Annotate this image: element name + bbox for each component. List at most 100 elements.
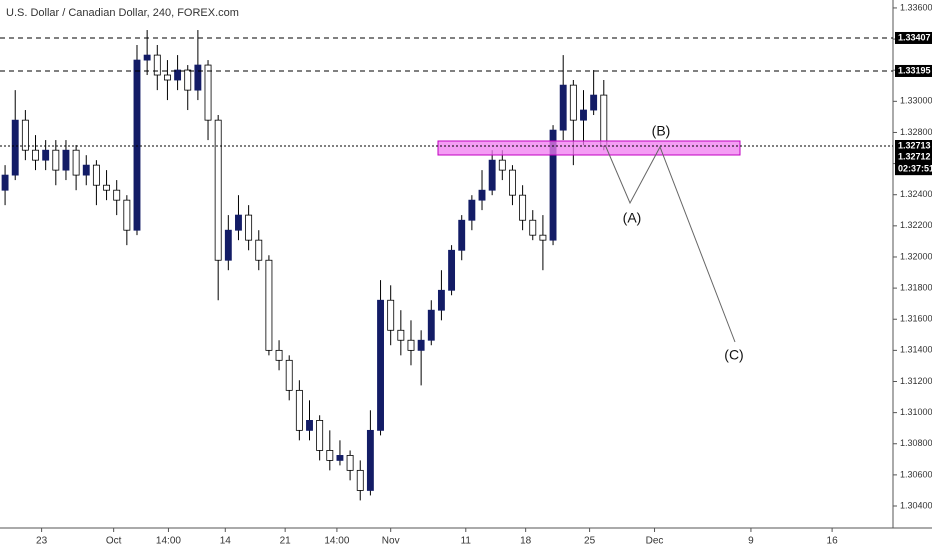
y-tick-label: 1.30400 bbox=[900, 500, 932, 510]
candle-body bbox=[336, 455, 344, 461]
last-price-label: 1.32712 bbox=[898, 152, 931, 162]
price-label: 1.33195 bbox=[898, 65, 931, 75]
candle-body bbox=[397, 329, 405, 341]
price-label-box bbox=[895, 31, 932, 44]
candle-body bbox=[559, 84, 567, 131]
candle-body bbox=[82, 164, 90, 176]
candle-body bbox=[529, 219, 537, 236]
x-tick-label: 23 bbox=[36, 536, 48, 547]
y-tick-label: 1.33600 bbox=[900, 2, 932, 12]
candle-body bbox=[52, 149, 60, 171]
y-tick-label: 1.31000 bbox=[900, 407, 932, 417]
y-tick-label: 1.31400 bbox=[900, 345, 932, 355]
price-label-box bbox=[895, 139, 932, 152]
y-tick-label: 1.31600 bbox=[900, 314, 932, 324]
candle-body bbox=[1, 174, 9, 191]
x-tick-label: Nov bbox=[382, 536, 400, 547]
candle-body bbox=[42, 149, 50, 161]
chart-title: U.S. Dollar / Canadian Dollar, 240, FORE… bbox=[6, 7, 239, 19]
candle-body bbox=[295, 389, 303, 431]
candle-body bbox=[255, 239, 263, 261]
candle-body bbox=[580, 109, 587, 121]
candle-body bbox=[316, 420, 324, 451]
x-tick-label: 14:00 bbox=[324, 536, 349, 547]
plot-area bbox=[1, 30, 608, 501]
candle-body bbox=[113, 189, 121, 201]
x-tick-label: 21 bbox=[280, 536, 292, 547]
candle-body bbox=[600, 94, 608, 147]
candle-body bbox=[488, 159, 496, 191]
candle-body bbox=[417, 339, 425, 351]
candle-body bbox=[509, 169, 516, 196]
x-tick-label: 25 bbox=[584, 536, 596, 547]
candle-body bbox=[92, 164, 100, 186]
candle-body bbox=[32, 149, 39, 161]
candle-body bbox=[123, 199, 131, 231]
candle-body bbox=[285, 359, 293, 391]
last-price-box bbox=[895, 151, 932, 176]
wave-label: (C) bbox=[724, 347, 743, 363]
candle-body bbox=[498, 159, 506, 171]
candle-body bbox=[458, 219, 466, 251]
candle-body bbox=[163, 74, 171, 81]
candle-body bbox=[72, 149, 80, 176]
price-label: 1.32713 bbox=[898, 140, 931, 150]
candle-body bbox=[437, 289, 445, 311]
candle-body bbox=[275, 349, 283, 361]
x-tick-label: 18 bbox=[520, 536, 532, 547]
y-tick-label: 1.31200 bbox=[900, 376, 932, 386]
y-tick-label: 1.32000 bbox=[900, 251, 932, 261]
wave-label: (B) bbox=[652, 123, 671, 139]
wave-label: (A) bbox=[623, 210, 642, 226]
candle-body bbox=[407, 339, 415, 351]
wave-path bbox=[605, 145, 736, 343]
x-tick-label: 11 bbox=[461, 536, 472, 547]
candle-body bbox=[590, 94, 598, 111]
candle-body bbox=[174, 69, 182, 81]
candle-body bbox=[224, 229, 232, 261]
candle-body bbox=[306, 420, 313, 431]
candle-body bbox=[448, 249, 456, 291]
x-tick-label: Oct bbox=[106, 536, 122, 547]
candle-body bbox=[153, 54, 161, 76]
price-label: 1.33407 bbox=[898, 32, 931, 42]
y-tick-label: 1.33000 bbox=[900, 96, 932, 106]
candle-body bbox=[549, 129, 557, 241]
candle-body bbox=[214, 119, 222, 261]
y-tick-label: 1.32200 bbox=[900, 220, 932, 230]
candle-body bbox=[427, 309, 435, 341]
candle-body bbox=[346, 455, 354, 471]
candle-body bbox=[21, 119, 29, 151]
y-tick-label: 1.31800 bbox=[900, 282, 932, 292]
y-tick-label: 1.32800 bbox=[900, 127, 932, 137]
countdown-label: 02:37:51 bbox=[898, 164, 932, 174]
y-tick-label: 1.32400 bbox=[900, 189, 932, 199]
x-tick-label: Dec bbox=[646, 536, 664, 547]
candle-body bbox=[184, 69, 192, 91]
candle-body bbox=[356, 469, 364, 491]
y-tick-label: 1.30800 bbox=[900, 438, 932, 448]
candle-body bbox=[478, 189, 486, 201]
candle-body bbox=[204, 64, 212, 121]
x-tick-label: 14 bbox=[220, 536, 232, 547]
price-label-box bbox=[895, 64, 932, 77]
candle-body bbox=[235, 214, 242, 231]
candle-body bbox=[103, 184, 110, 191]
candle-body bbox=[468, 199, 476, 221]
x-tick-label: 14:00 bbox=[156, 536, 181, 547]
candle-body bbox=[326, 450, 334, 461]
candle-body bbox=[519, 194, 527, 221]
y-tick-label: 1.30600 bbox=[900, 469, 932, 479]
candle-body bbox=[194, 64, 202, 91]
candle-body bbox=[143, 54, 151, 61]
candle-body bbox=[539, 234, 547, 241]
resistance-zone bbox=[437, 140, 741, 156]
candle-body bbox=[245, 214, 253, 241]
candle-body bbox=[377, 299, 384, 431]
candle-body bbox=[62, 149, 70, 171]
candle-body bbox=[387, 299, 395, 331]
x-tick-label: 9 bbox=[748, 536, 754, 547]
candle-body bbox=[265, 259, 273, 351]
